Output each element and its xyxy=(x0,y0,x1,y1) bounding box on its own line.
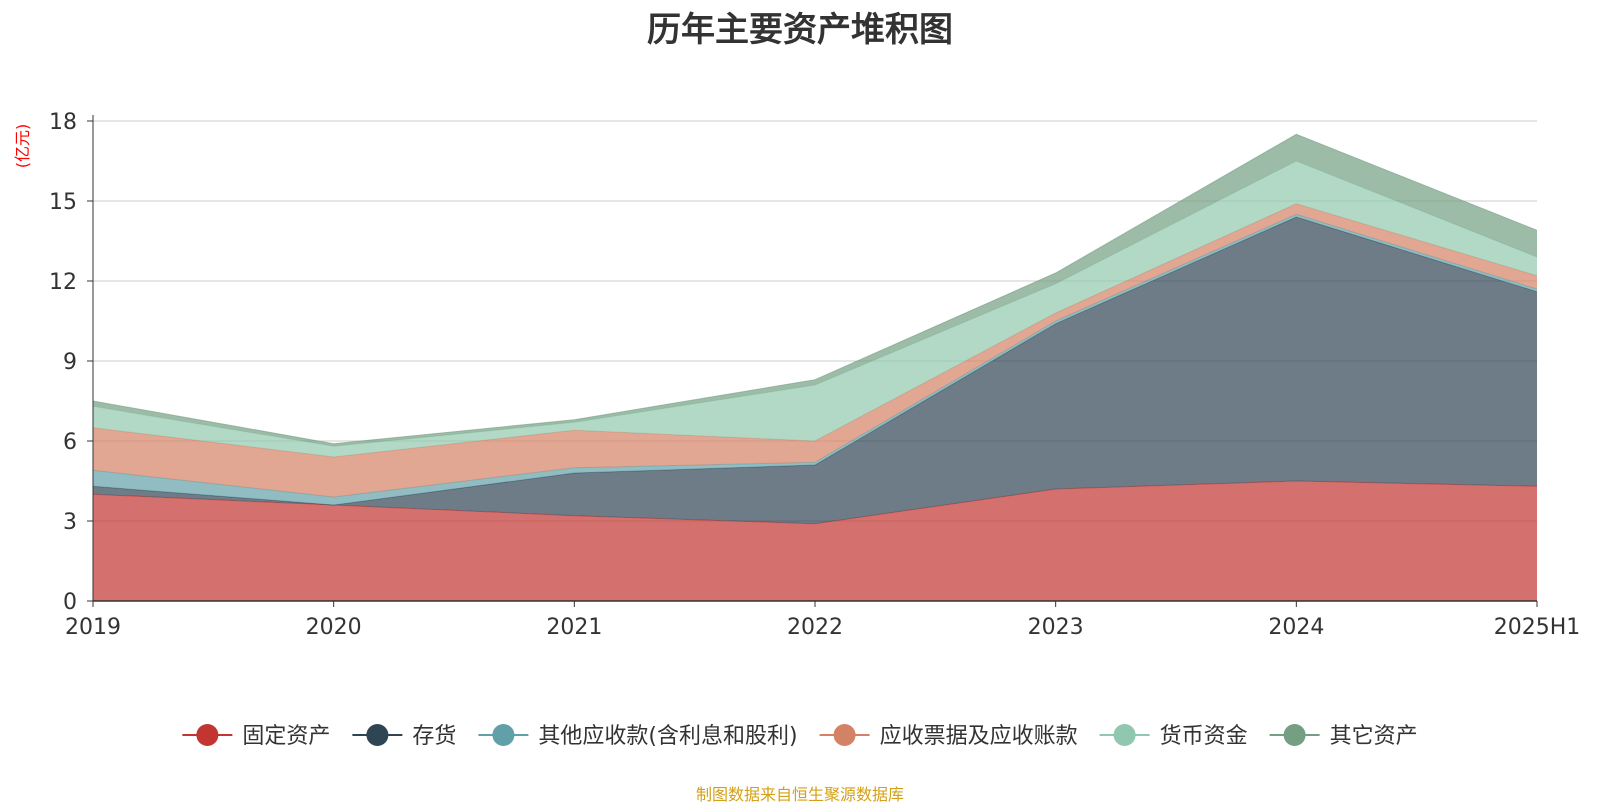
legend-marker xyxy=(196,724,219,746)
legend-marker xyxy=(492,724,515,746)
x-tick-label: 2023 xyxy=(1028,615,1084,640)
y-tick-label: 12 xyxy=(49,270,77,295)
x-tick-label: 2022 xyxy=(787,615,843,640)
legend-item-1[interactable]: 存货 xyxy=(352,724,456,749)
area-3 xyxy=(93,203,1537,497)
x-tick-label: 2021 xyxy=(546,615,602,640)
legend-label: 货币资金 xyxy=(1160,724,1248,749)
y-tick-label: 9 xyxy=(63,350,77,375)
y-axis-label: (亿元) xyxy=(13,124,32,169)
legend-label: 其他应收款(含利息和股利) xyxy=(538,724,797,749)
legend-marker xyxy=(366,724,389,746)
area-series xyxy=(92,133,1538,601)
legend-label: 应收票据及应收账款 xyxy=(880,724,1078,749)
legend-item-5[interactable]: 其它资产 xyxy=(1269,724,1418,749)
legend-marker xyxy=(833,724,856,746)
area-1 xyxy=(93,217,1537,524)
x-tick-label: 2025H1 xyxy=(1494,615,1581,640)
legend-item-3[interactable]: 应收票据及应收账款 xyxy=(819,724,1078,749)
axes: 0 3 6 9 12 15 18 2019 2020 2021 2022 2023 2024 2025H1 xyxy=(49,110,1580,640)
x-tick-label: 2019 xyxy=(65,615,121,640)
chart-title: 历年主要资产堆积图 xyxy=(647,10,953,50)
area-5 xyxy=(93,134,1537,447)
x-tick-label: 2020 xyxy=(306,615,362,640)
legend-label: 其它资产 xyxy=(1330,724,1418,749)
y-tick-label: 18 xyxy=(49,110,77,135)
legend-item-2[interactable]: 其他应收款(含利息和股利) xyxy=(478,724,798,749)
legend[interactable]: 固定资产 存货 其他应收款(含利息和股利) 应收票据及应收账款 货币资金 其它资产 xyxy=(182,724,1418,749)
legend-item-4[interactable]: 货币资金 xyxy=(1099,724,1248,749)
x-tick-label: 2024 xyxy=(1268,615,1324,640)
area-4 xyxy=(93,161,1537,457)
series-line-5 xyxy=(92,133,1538,445)
y-tick-label: 6 xyxy=(63,430,77,455)
y-tick-label: 3 xyxy=(63,510,77,535)
legend-item-0[interactable]: 固定资产 xyxy=(182,724,330,749)
legend-label: 存货 xyxy=(412,724,456,749)
legend-label: 固定资产 xyxy=(242,724,330,749)
area-0 xyxy=(93,481,1537,601)
y-tick-label: 0 xyxy=(63,590,77,615)
y-tick-label: 15 xyxy=(49,190,77,215)
legend-marker xyxy=(1283,724,1306,746)
source-note: 制图数据来自恒生聚源数据库 xyxy=(695,785,904,804)
legend-marker xyxy=(1113,724,1136,746)
